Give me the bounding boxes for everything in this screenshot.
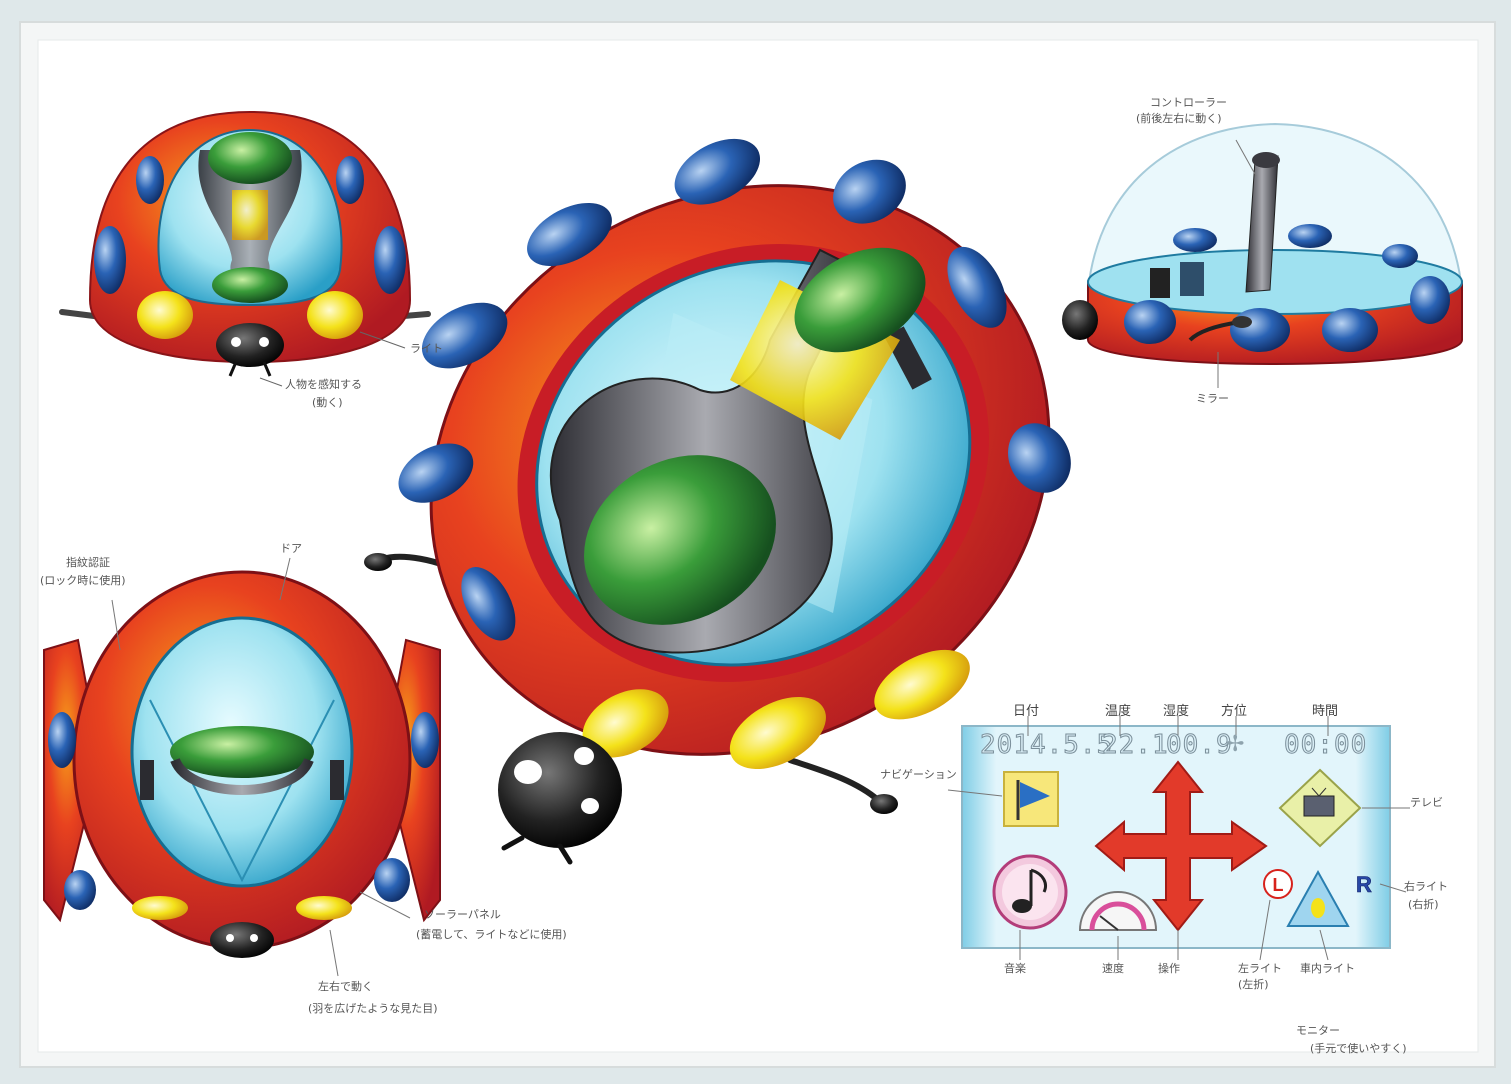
humidity-label: 湿度 xyxy=(1163,704,1190,719)
solar-panel-note: (蓄電して、ライトなどに使用) xyxy=(416,928,567,941)
monitor-caption: モニター xyxy=(1296,1024,1340,1037)
humidity-value: 00.9 xyxy=(1166,730,1233,761)
stick-note: (前後左右に動く) xyxy=(1136,112,1222,125)
compass-icon: ✢ xyxy=(1226,732,1245,757)
music-icon xyxy=(992,854,1068,930)
front-view-vehicle xyxy=(59,110,431,387)
fingerprint-note: (ロック時に使用) xyxy=(40,574,126,587)
monitor-caption-note: (手元で使いやすく) xyxy=(1310,1042,1407,1055)
right-light-label: 右ライト xyxy=(1404,880,1448,893)
door-label: ドア xyxy=(280,542,302,555)
time-value: 00:00 xyxy=(1283,730,1368,761)
music-label: 音楽 xyxy=(1004,962,1026,975)
tv-label: テレビ xyxy=(1410,796,1443,809)
left-light-icon: L xyxy=(1263,869,1293,899)
r-badge-text: R xyxy=(1356,872,1372,897)
time-label: 時間 xyxy=(1312,704,1339,719)
temperature-value: 22.1 xyxy=(1102,730,1169,761)
speedometer-icon xyxy=(1078,891,1158,931)
room-light-icon xyxy=(1286,869,1350,927)
mirror-label: ミラー xyxy=(1196,392,1229,405)
top-view-vehicle xyxy=(364,138,1071,865)
tv-icon xyxy=(1278,768,1362,848)
temperature-label: 温度 xyxy=(1105,704,1132,719)
side-view-vehicle xyxy=(1062,122,1464,388)
date-label: 日付 xyxy=(1013,704,1040,719)
date-value: 2014.5.5 xyxy=(979,730,1114,761)
control-label: 操作 xyxy=(1158,962,1180,975)
navigation-label: ナビゲーション xyxy=(880,768,957,781)
navigation-icon xyxy=(1003,771,1059,827)
left-light-label: 左ライト xyxy=(1238,962,1282,975)
l-badge-text: L xyxy=(1273,875,1284,895)
right-light-note: (右折) xyxy=(1408,898,1439,911)
wing-label: 左右で動く xyxy=(318,980,373,993)
direction-label: 方位 xyxy=(1221,704,1248,719)
room-light-label: 車内ライト xyxy=(1300,962,1355,975)
light-label: ライト xyxy=(410,342,443,355)
rear-view-vehicle xyxy=(43,557,441,977)
speed-label: 速度 xyxy=(1102,962,1124,975)
wing-note: (羽を広げたような見た目) xyxy=(308,1002,438,1015)
sensor-label: 人物を感知する xyxy=(285,378,362,391)
solar-panel-label: ソーラーパネル xyxy=(424,908,501,921)
right-light-icon: R xyxy=(1356,872,1373,898)
left-light-note: (左折) xyxy=(1238,978,1269,991)
sensor-note: (動く) xyxy=(312,396,343,409)
fingerprint-label: 指紋認証 xyxy=(66,556,110,569)
stick-label: コントローラー xyxy=(1150,96,1227,109)
monitor-screen: L R xyxy=(947,716,1410,961)
